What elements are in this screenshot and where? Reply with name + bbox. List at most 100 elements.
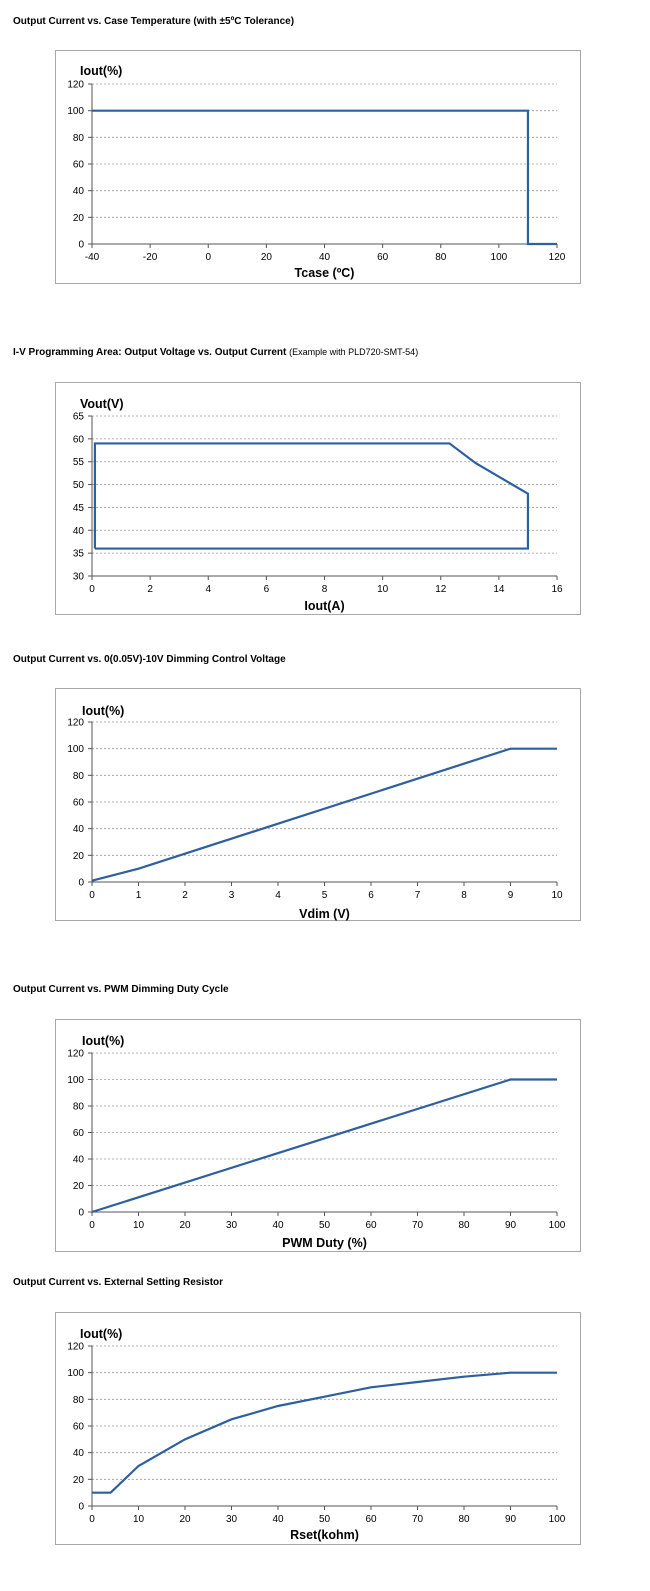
chart-3-xlabel: Vdim (V)	[299, 907, 350, 921]
chart-1-title: Output Current vs. Case Temperature (wit…	[13, 16, 294, 27]
chart-2-y-tick-label: 55	[73, 457, 85, 468]
chart-5-svg: 0 20 40 60 80 100 120 0 10 20 30 40 50 60 70 80 90 100 Io…	[67, 1327, 566, 1542]
chart-4-x-tick-label: 0	[89, 1220, 95, 1231]
chart-4-y-tick-label: 20	[73, 1181, 85, 1192]
chart-1-x-tick-label: 80	[435, 252, 447, 263]
chart-4-title: Output Current vs. PWM Dimming Duty Cycl…	[13, 984, 229, 995]
chart-5-y-tick-label: 120	[67, 1342, 84, 1353]
chart-5-x-tick-label: 40	[272, 1514, 284, 1525]
chart-4-y-tick-label: 120	[67, 1049, 84, 1060]
chart-4-y-tick-label: 40	[73, 1155, 85, 1166]
chart-2-x-tick-label: 2	[147, 584, 153, 595]
chart-1-x-tick-label: 120	[549, 252, 566, 263]
chart-3-x-tick-label: 7	[415, 890, 421, 901]
chart-2-y-tick-label: 65	[73, 412, 85, 423]
chart-2-y-tick-label: 35	[73, 549, 85, 560]
chart-4-x-tick-label: 100	[549, 1220, 566, 1231]
chart-4-y-tick-label: 60	[73, 1128, 85, 1139]
chart-1-title-text: Output Current vs. Case Temperature (wit…	[13, 16, 295, 27]
chart-5-y-tick-label: 0	[78, 1502, 84, 1513]
chart-4-x-tick-label: 90	[505, 1220, 517, 1231]
chart-1-x-tick-label: 40	[319, 252, 331, 263]
chart-1-xlabel: Tcase (ºC)	[295, 266, 355, 280]
chart-4-panel: 0 20 40 60 80 100 120 0 10 20 30 40 50 60 70 80 90 100 Io…	[55, 1019, 581, 1252]
chart-2-x-tick-label: 0	[89, 584, 95, 595]
chart-1-y-tick-label: 80	[73, 133, 85, 144]
chart-3-svg: 0 20 40 60 80 100 120 0 1 2 3 4 5 6 7 8 9 10 Iout(%) Vdim…	[67, 704, 563, 921]
chart-5-y-tick-label: 40	[73, 1448, 85, 1459]
chart-2-y-tick-label: 30	[73, 572, 85, 583]
chart-1-svg: 0 20 40 60 80 100 120 -40 -20 0 20 40 60 80 100 120 Iou…	[67, 64, 566, 280]
chart-1-y-tick-label: 120	[67, 80, 84, 91]
chart-5-title-text: Output Current vs. External Setting Resi…	[13, 1277, 224, 1288]
chart-3-x-tick-label: 0	[89, 890, 95, 901]
chart-5-series-line	[92, 1371, 557, 1494]
chart-2-x-tick-label: 10	[377, 584, 389, 595]
chart-4-x-tick-label: 30	[226, 1220, 238, 1231]
chart-2-x-tick-label: 8	[322, 584, 328, 595]
chart-4-x-tick-label: 50	[319, 1220, 331, 1231]
chart-5-xlabel: Rset(kohm)	[290, 1528, 359, 1542]
chart-5-x-tick-label: 60	[365, 1514, 377, 1525]
chart-3-y-tick-label: 40	[73, 824, 85, 835]
chart-4-ylabel: Iout(%)	[82, 1034, 124, 1048]
chart-5-x-tick-label: 0	[89, 1514, 95, 1525]
chart-3-x-tick-label: 6	[368, 890, 374, 901]
chart-3-y-tick-label: 60	[73, 798, 85, 809]
chart-1-series-line	[92, 109, 557, 246]
chart-1-x-tick-label: 0	[205, 252, 211, 263]
chart-2-title: I-V Programming Area: Output Voltage vs.…	[13, 347, 418, 358]
chart-1-y-tick-label: 100	[67, 106, 84, 117]
chart-3-x-tick-label: 10	[551, 890, 563, 901]
chart-5-x-tick-label: 90	[505, 1514, 517, 1525]
chart-3-title: Output Current vs. 0(0.05V)-10V Dimming …	[13, 654, 286, 665]
chart-4-y-tick-label: 100	[67, 1075, 84, 1086]
chart-2-x-tick-label: 6	[264, 584, 270, 595]
chart-2-y-tick-label: 45	[73, 503, 85, 514]
chart-5-y-tick-label: 20	[73, 1475, 85, 1486]
chart-1-y-tick-label: 40	[73, 186, 85, 197]
chart-3-x-tick-label: 3	[229, 890, 235, 901]
chart-3-x-tick-label: 8	[461, 890, 467, 901]
chart-5-panel: 0 20 40 60 80 100 120 0 10 20 30 40 50 60 70 80 90 100 Io…	[55, 1312, 581, 1545]
chart-5-x-tick-label: 100	[549, 1514, 566, 1525]
chart-1-x-tick-label: 20	[261, 252, 273, 263]
chart-1-x-tick-label: 100	[491, 252, 508, 263]
chart-5-x-tick-label: 50	[319, 1514, 331, 1525]
chart-1-y-tick-label: 20	[73, 213, 85, 224]
chart-4-y-tick-label: 0	[78, 1208, 84, 1219]
chart-2-series-line	[93, 442, 530, 550]
chart-2-panel: 30 35 40 45 50 55 60 65 0 2 4 6 8 10 12 14 16 Vout(V) Io…	[55, 382, 581, 615]
chart-2-ylabel: Vout(V)	[80, 397, 124, 411]
chart-3-y-tick-label: 100	[67, 744, 84, 755]
chart-3-y-tick-label: 80	[73, 771, 85, 782]
chart-4-x-tick-label: 10	[133, 1220, 145, 1231]
chart-4-x-tick-label: 70	[412, 1220, 424, 1231]
chart-1-x-tick-label: -20	[143, 252, 158, 263]
chart-4-x-tick-label: 40	[272, 1220, 284, 1231]
chart-3-x-tick-label: 2	[182, 890, 188, 901]
chart-1-ylabel: Iout(%)	[80, 64, 122, 78]
chart-3-title-text: Output Current vs. 0(0.05V)-10V Dimming …	[13, 654, 286, 665]
chart-5-x-tick-label: 20	[179, 1514, 191, 1525]
chart-3-series-line	[91, 747, 557, 882]
chart-2-svg: 30 35 40 45 50 55 60 65 0 2 4 6 8 10 12 14 16 Vout(V) Io…	[73, 397, 563, 613]
chart-5-y-tick-label: 80	[73, 1395, 85, 1406]
chart-4-series-line	[91, 1078, 557, 1214]
chart-5-ylabel: Iout(%)	[80, 1327, 122, 1341]
chart-2-note: (Example with PLD720-SMT-54)	[289, 347, 419, 357]
chart-5-title: Output Current vs. External Setting Resi…	[13, 1277, 223, 1288]
chart-3-x-tick-label: 9	[508, 890, 514, 901]
chart-4-svg: 0 20 40 60 80 100 120 0 10 20 30 40 50 60 70 80 90 100 Io…	[67, 1034, 566, 1250]
chart-2-y-tick-label: 50	[73, 480, 85, 491]
chart-2-x-tick-label: 12	[435, 584, 447, 595]
chart-3-ylabel: Iout(%)	[82, 704, 124, 718]
chart-3-y-tick-label: 0	[78, 878, 84, 889]
chart-5-x-tick-label: 30	[226, 1514, 238, 1525]
chart-1-y-tick-label: 0	[78, 240, 84, 251]
chart-3-x-tick-label: 1	[136, 890, 142, 901]
chart-1-x-tick-label: 60	[377, 252, 389, 263]
chart-5-x-tick-label: 10	[133, 1514, 145, 1525]
chart-5-y-tick-label: 100	[67, 1368, 84, 1379]
chart-4-xlabel: PWM Duty (%)	[282, 1236, 367, 1250]
